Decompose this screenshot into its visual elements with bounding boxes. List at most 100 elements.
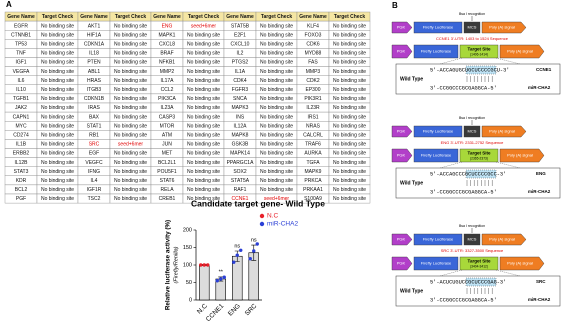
promoter-block bbox=[391, 256, 413, 271]
table-text: RAF1 bbox=[234, 187, 247, 193]
data-point bbox=[239, 248, 243, 252]
table-text: MAPK3 bbox=[232, 105, 249, 111]
reporter-block bbox=[413, 256, 459, 271]
table-text: TNF bbox=[16, 51, 26, 57]
promoter-text: PGK bbox=[397, 25, 406, 30]
table-text: No binding site bbox=[114, 96, 147, 102]
table-text: No binding site bbox=[260, 32, 293, 38]
table-text: No binding site bbox=[41, 169, 74, 175]
table-text: MMP3 bbox=[306, 69, 321, 75]
table-text: No binding site bbox=[187, 78, 220, 84]
table-text: No binding site bbox=[260, 60, 293, 66]
promoter-block bbox=[391, 44, 413, 59]
table-text: TRAF6 bbox=[305, 142, 321, 148]
polya-block bbox=[481, 233, 527, 246]
table-header: Gene Name bbox=[299, 14, 327, 20]
target-range: (3404-3412) bbox=[470, 264, 488, 268]
table-text: CCL2 bbox=[161, 87, 174, 93]
table-header: Gene Name bbox=[7, 14, 35, 20]
mirna-name: miR-CHA2 bbox=[528, 189, 551, 194]
sequence-3: 3'-CCGGCCCGCGAGGCA-5' bbox=[430, 297, 497, 303]
table-text: No binding site bbox=[260, 178, 293, 184]
utr-label: CCNE1 3'-UTR: 1403 to 1524 Sequence bbox=[436, 36, 509, 41]
table-text: BRAF bbox=[160, 51, 173, 57]
table-text: No binding site bbox=[114, 114, 147, 120]
promoter-block bbox=[391, 148, 413, 163]
table-text: IL10 bbox=[16, 87, 26, 93]
promoter-block bbox=[391, 21, 413, 34]
table-text: SRC bbox=[89, 142, 100, 148]
polya-block bbox=[481, 21, 527, 34]
wild-type: Wild Type bbox=[400, 180, 423, 186]
table-text: IGF1 bbox=[15, 60, 26, 66]
table-text: No binding site bbox=[187, 160, 220, 166]
pointer bbox=[495, 161, 521, 169]
table-text: S100A9 bbox=[304, 196, 322, 202]
sequence-3: 3'-CCGGCCCGCGAGGCA-5' bbox=[430, 189, 497, 195]
promoter-text: PGK bbox=[397, 153, 406, 158]
data-point bbox=[232, 260, 236, 264]
table-text: TGFA bbox=[306, 160, 320, 166]
table-text: IL17A bbox=[160, 78, 174, 84]
table-text: HRAS bbox=[87, 78, 102, 84]
target-text: Target Site bbox=[468, 259, 491, 264]
table-text: No binding site bbox=[114, 23, 147, 29]
table-text: AKT1 bbox=[88, 23, 101, 29]
y-axis-sublabel: (Firefly/Renilla) bbox=[173, 246, 179, 283]
table-text: TP53 bbox=[15, 41, 27, 47]
error-bar bbox=[251, 244, 257, 261]
table-text: VEGFA bbox=[13, 69, 30, 75]
pointer bbox=[495, 269, 521, 277]
polya-text: Poly (A) signal bbox=[489, 25, 515, 30]
table-text: No binding site bbox=[114, 187, 147, 193]
table-text: BCL2L1 bbox=[158, 160, 176, 166]
table-text: MET bbox=[162, 151, 173, 157]
table-text: PPARGC1A bbox=[227, 160, 255, 166]
table-text: CREB1 bbox=[159, 196, 176, 202]
table-text: CD274 bbox=[13, 132, 29, 138]
table-text: No binding site bbox=[333, 32, 366, 38]
table-text: MAPK14 bbox=[230, 151, 250, 157]
table-text: No binding site bbox=[41, 87, 74, 93]
table-text: MAPK8 bbox=[232, 132, 249, 138]
table-text: PIK3R1 bbox=[304, 96, 321, 102]
table-text: SNCA bbox=[233, 96, 248, 102]
table-text: No binding site bbox=[114, 41, 147, 47]
polya-text: Poly (A) signal bbox=[507, 261, 533, 266]
table-text: RB1 bbox=[89, 132, 99, 138]
significance-label: ns bbox=[234, 243, 240, 249]
table-text: No binding site bbox=[333, 169, 366, 175]
table-text: IL6 bbox=[18, 78, 25, 84]
data-point bbox=[222, 275, 226, 279]
table-text: No binding site bbox=[41, 96, 74, 102]
table-text: No binding site bbox=[41, 187, 74, 193]
reporter-block bbox=[413, 21, 463, 34]
table-text: No binding site bbox=[114, 160, 147, 166]
table-text: CDKN1A bbox=[84, 41, 105, 47]
sequence-5: 5'-ACCAGCCCGCUCCCCGCC-3' bbox=[430, 171, 506, 177]
data-point bbox=[215, 279, 219, 283]
table-text: CDK6 bbox=[306, 41, 320, 47]
table-text: IL2 bbox=[237, 51, 244, 57]
table-text: No binding site bbox=[41, 142, 74, 148]
table-text: PRKAA1 bbox=[303, 187, 323, 193]
table-text: No binding site bbox=[41, 123, 74, 129]
table-text: No binding site bbox=[114, 78, 147, 84]
mirna-name: miR-CHA2 bbox=[528, 297, 551, 302]
table-text: No binding site bbox=[187, 60, 220, 66]
reporter-text: Firefly Luciferase bbox=[421, 261, 452, 266]
table-text: No binding site bbox=[114, 60, 147, 66]
table-text: No binding site bbox=[260, 151, 293, 157]
table-text: ABL1 bbox=[88, 69, 100, 75]
table-text: CTNNB1 bbox=[11, 32, 31, 38]
table-text: No binding site bbox=[114, 69, 147, 75]
utr-label: ENG 3'-UTR: 2331-2752 Sequence bbox=[441, 140, 505, 145]
table-text: EP300 bbox=[305, 87, 320, 93]
promoter-text: PGK bbox=[397, 49, 406, 54]
table-text: No binding site bbox=[333, 23, 366, 29]
table-text: No binding site bbox=[187, 123, 220, 129]
pointer bbox=[439, 161, 463, 169]
table-text: STAT1 bbox=[87, 123, 102, 129]
table-header: Gene Name bbox=[153, 14, 181, 20]
